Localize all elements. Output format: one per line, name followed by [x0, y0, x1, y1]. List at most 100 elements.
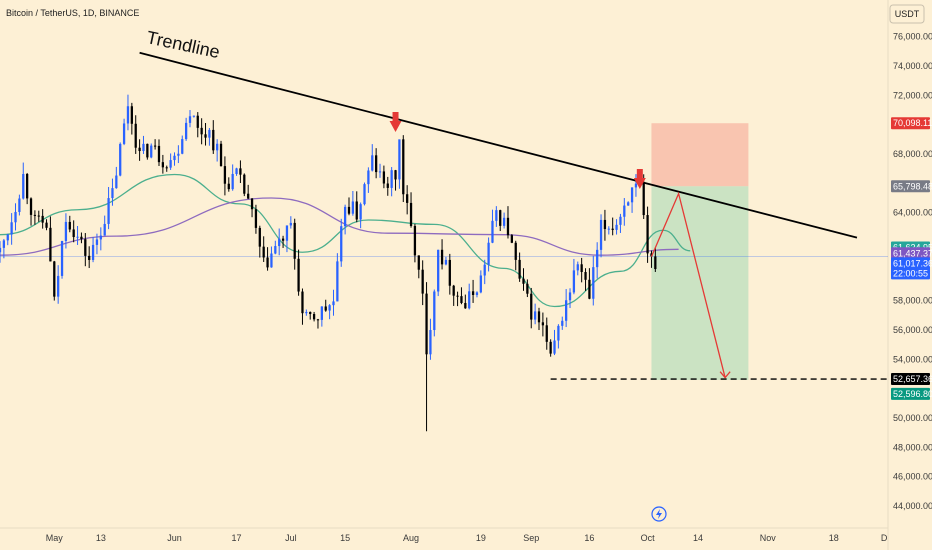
- candle-body: [359, 204, 362, 220]
- projection-arrowhead: [719, 371, 731, 379]
- time-axis[interactable]: May 13 Jun 17 Jul 15 Aug 19 Sep 16 Oct 14 Nov 18 D: [46, 533, 888, 543]
- price-tag: [891, 247, 930, 260]
- arrow-down-marker: [633, 169, 646, 189]
- candle: [107, 186, 110, 230]
- candle: [526, 279, 529, 298]
- candle-body: [646, 215, 649, 254]
- candle-body: [324, 306, 327, 311]
- candle: [266, 247, 269, 271]
- currency-button[interactable]: [889, 4, 925, 24]
- candle: [165, 165, 168, 172]
- candle: [289, 216, 292, 229]
- candle-body: [409, 202, 413, 226]
- candle: [347, 197, 351, 216]
- candle-body: [153, 145, 157, 147]
- candle-body: [150, 145, 153, 158]
- candle: [596, 242, 599, 279]
- candle-body: [196, 115, 199, 128]
- candle-body: [142, 143, 145, 152]
- candle: [76, 225, 79, 245]
- candle-body: [111, 188, 114, 199]
- price-tag: [891, 180, 930, 193]
- candle: [247, 184, 250, 200]
- candle-body: [157, 145, 161, 163]
- candle-body: [165, 167, 168, 169]
- candle-body: [444, 259, 448, 265]
- candle: [173, 152, 176, 166]
- candle-body: [239, 168, 242, 175]
- arrow-down-marker: [389, 112, 402, 132]
- candle: [316, 318, 320, 329]
- candle: [561, 316, 564, 330]
- lightning-icon[interactable]: [651, 506, 667, 522]
- candle-body: [33, 214, 37, 216]
- candle-body: [188, 116, 192, 123]
- candle-body: [219, 143, 223, 167]
- candle: [312, 311, 316, 322]
- candle: [491, 209, 494, 244]
- candle: [10, 213, 13, 245]
- price-tick-label: 48,000.00: [893, 442, 932, 452]
- candle-body: [184, 122, 188, 140]
- candle-body: [192, 115, 196, 117]
- currency-label: USDT: [895, 9, 920, 19]
- candle: [258, 225, 261, 258]
- candle: [545, 317, 548, 350]
- candle: [619, 213, 622, 233]
- candle-body: [398, 139, 401, 180]
- candle-body: [115, 175, 118, 189]
- candle: [343, 204, 347, 235]
- candle-body: [630, 187, 634, 203]
- candle: [161, 154, 165, 174]
- time-tick-label: 14: [693, 533, 703, 543]
- candle: [452, 284, 455, 306]
- candle: [530, 287, 533, 329]
- candle: [549, 339, 552, 357]
- candle: [111, 178, 114, 206]
- candle-body: [122, 123, 126, 144]
- candle: [522, 268, 525, 291]
- candle: [592, 255, 595, 306]
- candle-body: [301, 291, 304, 314]
- candle-body: [278, 238, 281, 247]
- candle-body: [64, 221, 68, 241]
- candle: [53, 260, 56, 301]
- candle: [6, 233, 9, 246]
- candle: [615, 219, 618, 235]
- candle-body: [549, 341, 552, 354]
- candle: [417, 255, 420, 279]
- candle: [60, 240, 64, 279]
- candle: [192, 115, 196, 118]
- candle: [394, 169, 397, 191]
- candle: [386, 176, 389, 196]
- candle: [398, 139, 401, 189]
- candle: [64, 213, 68, 249]
- candle-body: [223, 166, 227, 184]
- candle: [157, 139, 161, 167]
- price-tag: [891, 387, 930, 400]
- candle-body: [57, 275, 60, 297]
- candle: [2, 238, 6, 259]
- candle: [122, 118, 126, 146]
- candle: [599, 214, 603, 258]
- candle-body: [518, 259, 521, 279]
- candle-body: [650, 253, 653, 257]
- candle-body: [561, 320, 564, 326]
- candle-body: [584, 272, 587, 280]
- candle-body: [270, 253, 273, 268]
- candle-body: [146, 143, 149, 158]
- price-tick-label: 56,000.00: [893, 325, 932, 335]
- candle-body: [130, 106, 133, 124]
- candle: [169, 153, 172, 170]
- time-tick-label: Jun: [167, 533, 182, 543]
- candle: [14, 203, 17, 231]
- price-tick-label: 74,000.00: [893, 61, 932, 71]
- price-tag: [891, 257, 930, 280]
- price-tag-label: 61,017.36: [893, 258, 932, 268]
- price-axis[interactable]: 76,000.00 74,000.00 72,000.00 68,000.00 64,0…: [893, 32, 932, 511]
- candle-body: [80, 236, 83, 240]
- price-tick-label: 44,000.00: [893, 501, 932, 511]
- candle-body: [390, 170, 393, 188]
- candle-body: [305, 311, 308, 314]
